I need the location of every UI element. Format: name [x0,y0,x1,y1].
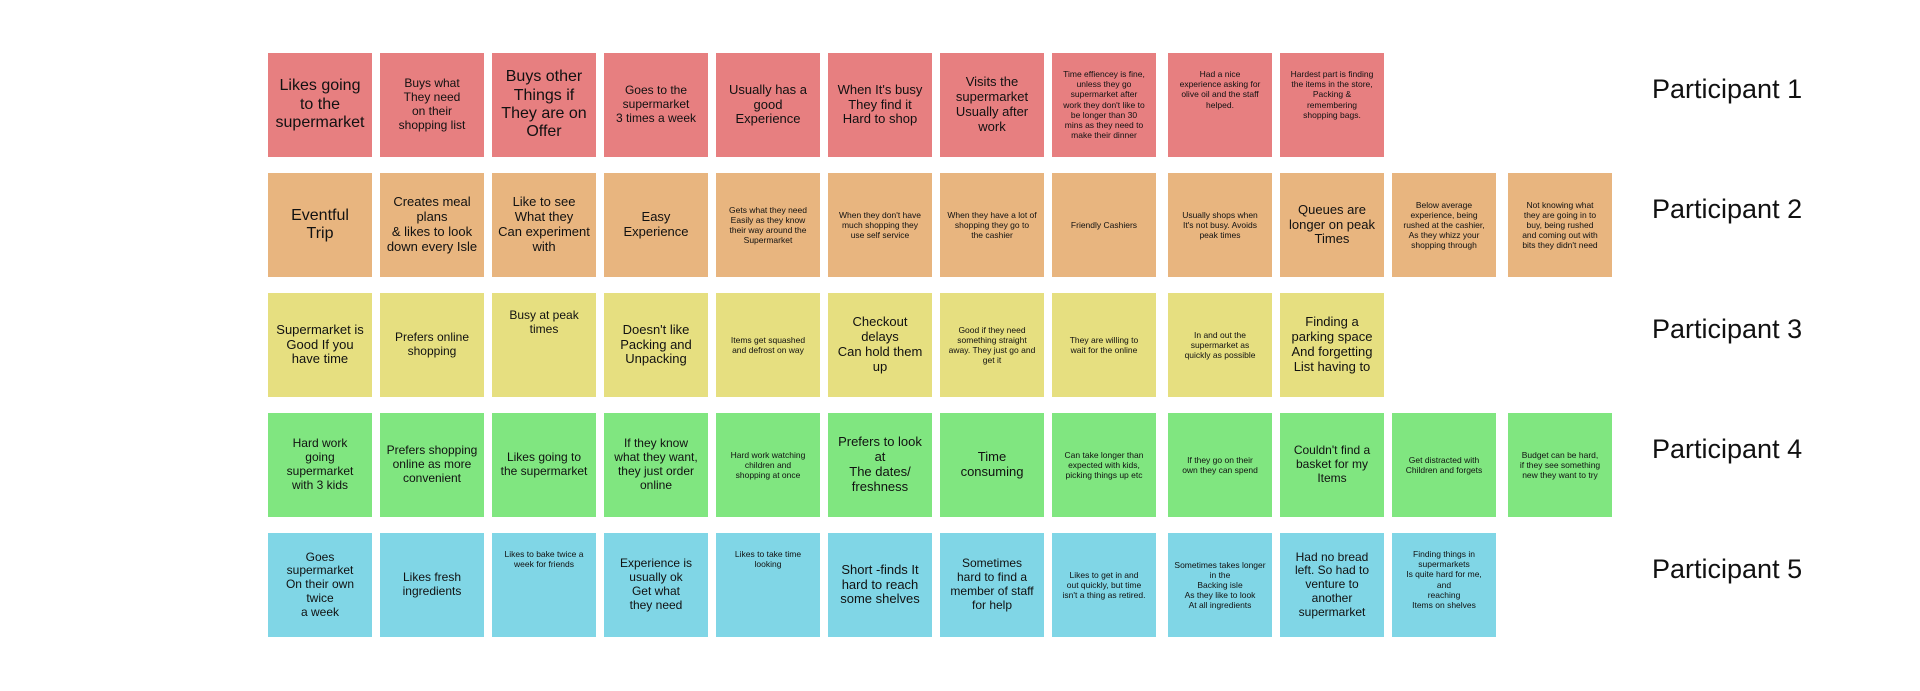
sticky-note[interactable]: Had a nice experience asking for olive o… [1168,53,1272,157]
sticky-note[interactable]: Eventful Trip [268,173,372,277]
sticky-note[interactable]: If they know what they want, they just o… [604,413,708,517]
sticky-note[interactable]: Sometimes hard to find a member of staff… [940,533,1044,637]
sticky-note[interactable]: Get distracted with Children and forgets [1392,413,1496,517]
sticky-note[interactable]: Short -finds It hard to reach some shelv… [828,533,932,637]
sticky-note[interactable]: When they don't have much shopping they … [828,173,932,277]
sticky-note[interactable]: Creates meal plans & likes to look down … [380,173,484,277]
sticky-note[interactable]: Likes to bake twice a week for friends [492,533,596,637]
sticky-note[interactable]: Buys what They need on their shopping li… [380,53,484,157]
sticky-note[interactable]: When It's busy They find it Hard to shop [828,53,932,157]
sticky-note[interactable]: Goes supermarket On their own twice a we… [268,533,372,637]
participant-label: Participant 1 [1652,74,1803,104]
sticky-note[interactable]: Checkout delays Can hold them up [828,293,932,397]
participant-label: Participant 3 [1652,314,1803,344]
sticky-note[interactable]: Hardest part is finding the items in the… [1280,53,1384,157]
sticky-note[interactable]: Goes to the supermarket 3 times a week [604,53,708,157]
sticky-note[interactable]: Buys other Things if They are on Offer [492,53,596,157]
sticky-note[interactable]: Prefers to look at The dates/ freshness [828,413,932,517]
sticky-note[interactable]: Time effiencey is fine, unless they go s… [1052,53,1156,157]
sticky-note[interactable]: Below average experience, being rushed a… [1392,173,1496,277]
sticky-note[interactable]: Had no bread left. So had to venture to … [1280,533,1384,637]
sticky-note[interactable]: Busy at peak times [492,293,596,397]
sticky-note[interactable]: Easy Experience [604,173,708,277]
sticky-note[interactable]: When they have a lot of shopping they go… [940,173,1044,277]
sticky-note[interactable]: Items get squashed and defrost on way [716,293,820,397]
sticky-note[interactable]: Visits the supermarket Usually after wor… [940,53,1044,157]
sticky-note[interactable]: Usually has a good Experience [716,53,820,157]
sticky-note[interactable]: Good if they need something straight awa… [940,293,1044,397]
sticky-note[interactable]: Doesn't like Packing and Unpacking [604,293,708,397]
sticky-note[interactable]: Friendly Cashiers [1052,173,1156,277]
sticky-note[interactable]: Like to see What they Can experiment wit… [492,173,596,277]
sticky-note[interactable]: If they go on their own they can spend [1168,413,1272,517]
sticky-note[interactable]: Sometimes takes longer in the Backing is… [1168,533,1272,637]
sticky-note[interactable]: Can take longer than expected with kids,… [1052,413,1156,517]
sticky-note[interactable]: Hard work going supermarket with 3 kids [268,413,372,517]
sticky-note[interactable]: Budget can be hard, if they see somethin… [1508,413,1612,517]
sticky-note[interactable]: Experience is usually ok Get what they n… [604,533,708,637]
sticky-note[interactable]: Finding a parking space And forgetting L… [1280,293,1384,397]
sticky-note[interactable]: Hard work watching children and shopping… [716,413,820,517]
participant-label: Participant 4 [1652,434,1803,464]
sticky-note[interactable]: Prefers online shopping [380,293,484,397]
participant-label: Participant 5 [1652,554,1803,584]
sticky-note[interactable]: Queues are longer on peak Times [1280,173,1384,277]
sticky-note[interactable]: Couldn't find a basket for my Items [1280,413,1384,517]
sticky-note[interactable]: Likes to get in and out quickly, but tim… [1052,533,1156,637]
sticky-note[interactable]: In and out the supermarket as quickly as… [1168,293,1272,397]
sticky-note[interactable]: Usually shops when It's not busy. Avoids… [1168,173,1272,277]
participant-label: Participant 2 [1652,194,1803,224]
sticky-note[interactable]: Gets what they need Easily as they know … [716,173,820,277]
sticky-note[interactable]: They are willing to wait for the online [1052,293,1156,397]
sticky-note[interactable]: Likes going to the supermarket [492,413,596,517]
sticky-note[interactable]: Supermarket is Good If you have time [268,293,372,397]
sticky-note[interactable]: Likes to take time looking [716,533,820,637]
sticky-note[interactable]: Not knowing what they are going in to bu… [1508,173,1612,277]
sticky-note[interactable]: Likes going to the supermarket [268,53,372,157]
sticky-note[interactable]: Finding things in supermarkets Is quite … [1392,533,1496,637]
sticky-note[interactable]: Prefers shopping online as more convenie… [380,413,484,517]
sticky-note[interactable]: Time consuming [940,413,1044,517]
sticky-note[interactable]: Likes fresh ingredients [380,533,484,637]
